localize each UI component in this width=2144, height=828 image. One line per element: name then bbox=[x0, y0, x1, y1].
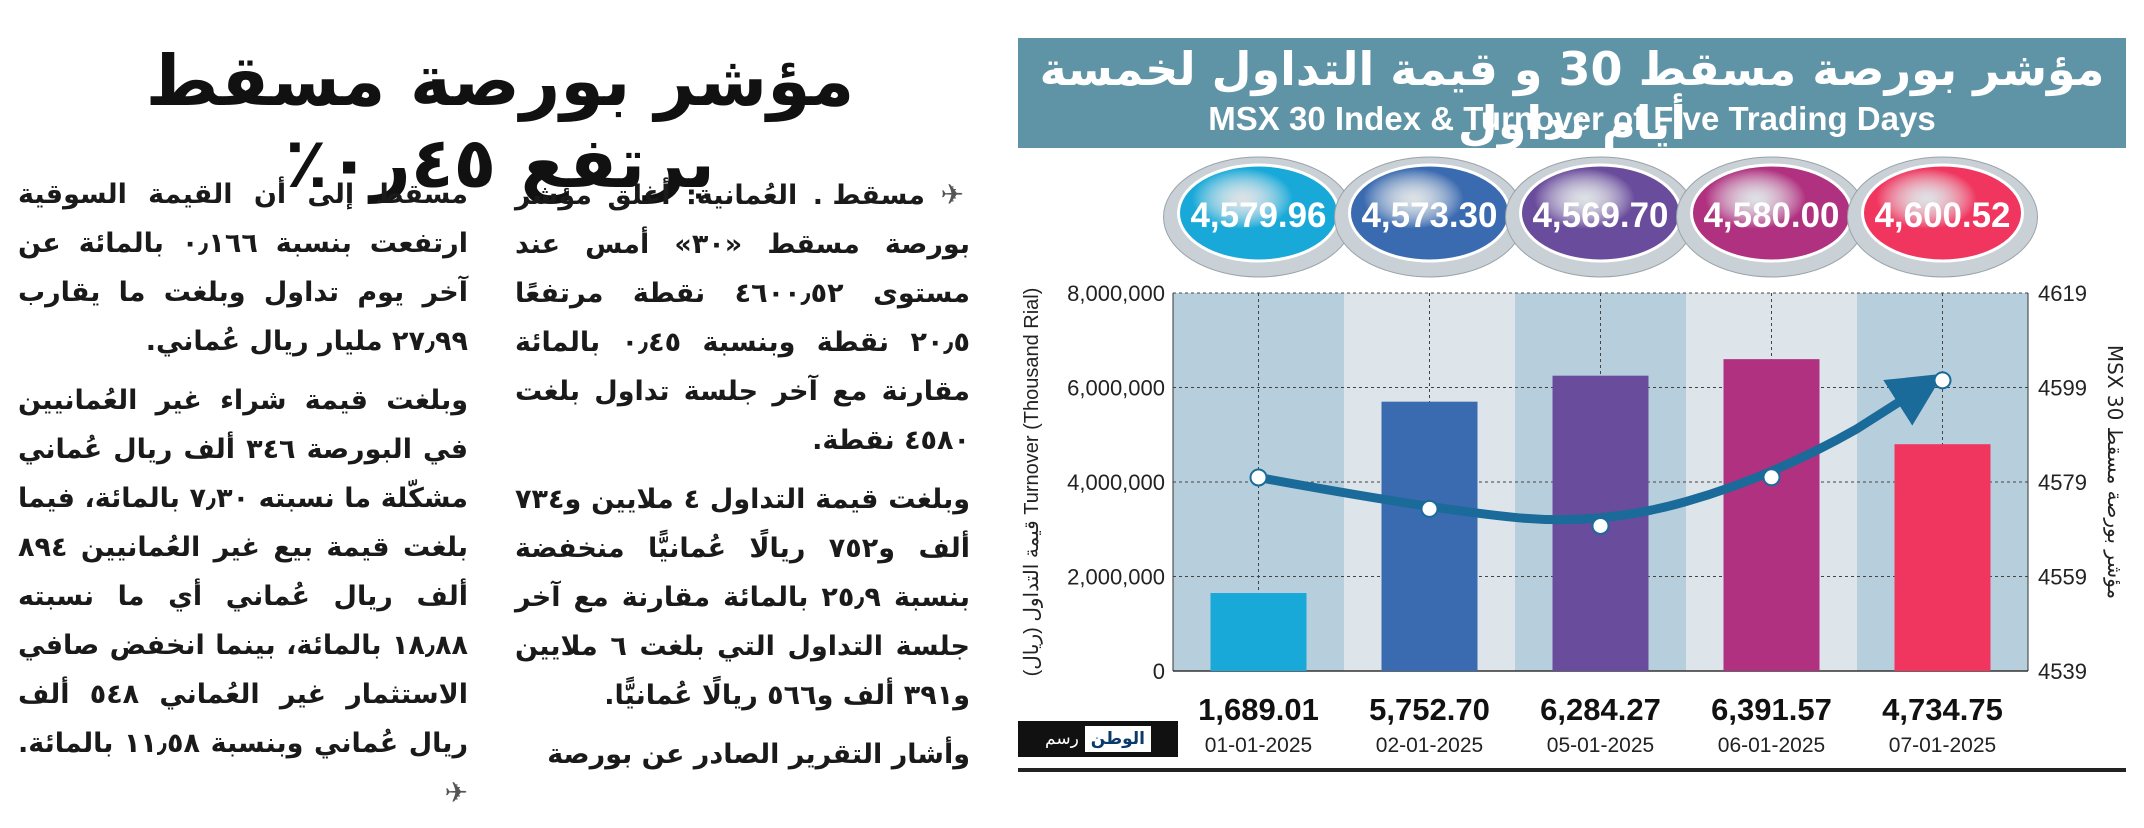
y-left-tick-label: 4,000,000 bbox=[1067, 470, 1165, 495]
y-right-axis-label: MSX 30 مؤشر بورصة مسقط bbox=[2103, 345, 2126, 599]
date-tick-label: 05-01-2025 bbox=[1547, 734, 1654, 757]
index-bubble bbox=[1861, 163, 2024, 263]
y-left-tick-label: 2,000,000 bbox=[1067, 565, 1165, 590]
index-point bbox=[1762, 468, 1781, 487]
turnover-bar bbox=[1723, 359, 1820, 671]
y-left-tick-label: 8,000,000 bbox=[1067, 281, 1165, 306]
turnover-value-label: 6,284.27 bbox=[1540, 692, 1661, 727]
infographic: مؤشر بورصة مسقط 30 و قيمة التداول لخمسة … bbox=[1018, 28, 2126, 785]
y-right-tick-label: 4539 bbox=[2038, 659, 2087, 684]
index-point bbox=[1591, 516, 1610, 535]
index-point bbox=[1249, 468, 1268, 487]
turnover-value-label: 4,734.75 bbox=[1882, 692, 2003, 727]
watan-logo: الوطن bbox=[1084, 726, 1151, 752]
turnover-bar bbox=[1894, 444, 1991, 671]
y-left-axis-label: قيمة التداول (ريال) Turnover (Thousand R… bbox=[1021, 288, 1043, 677]
index-value-label: 4,573.30 bbox=[1362, 196, 1498, 235]
paragraph: وبلغت قيمة التداول ٤ ملايين و٧٣٤ ألف و٧٥… bbox=[515, 484, 971, 711]
turnover-value-label: 6,391.57 bbox=[1711, 692, 1832, 727]
index-value-label: 4,579.96 bbox=[1191, 196, 1327, 235]
y-right-tick-label: 4599 bbox=[2038, 376, 2087, 401]
y-right-tick-label: 4559 bbox=[2038, 565, 2087, 590]
chart: 0 2,000,000 4,000,000 6,000,000 8,000,000 453… bbox=[1021, 156, 2126, 757]
paper-plane-icon: ✈ bbox=[940, 178, 970, 211]
date-tick-label: 02-01-2025 bbox=[1376, 734, 1483, 757]
index-value-label: 4,569.70 bbox=[1533, 196, 1669, 235]
article-column-left: مسقط إلى أن القيمة السوقية ارتفعت بنسبة … bbox=[18, 170, 468, 828]
title-arabic: مؤشر بورصة مسقط 30 و قيمة التداول لخمسة … bbox=[1039, 42, 2105, 150]
y-right-tick-label: 4619 bbox=[2038, 281, 2087, 306]
index-value-label: 4,600.52 bbox=[1875, 196, 2011, 235]
bottom-rule bbox=[1018, 768, 2126, 772]
paragraph: وأشار التقرير الصادر عن بورصة bbox=[547, 739, 970, 770]
paragraph: مسقط إلى أن القيمة السوقية ارتفعت بنسبة … bbox=[18, 179, 468, 357]
date-tick-label: 07-01-2025 bbox=[1889, 734, 1996, 757]
date-tick-label: 06-01-2025 bbox=[1718, 734, 1825, 757]
date-tick-label: 01-01-2025 bbox=[1205, 734, 1312, 757]
index-point bbox=[1420, 499, 1439, 518]
turnover-value-label: 5,752.70 bbox=[1369, 692, 1490, 727]
title-english: MSX 30 Index & Turnover of Five Trading … bbox=[1208, 100, 1936, 137]
infographic-title-bar: مؤشر بورصة مسقط 30 و قيمة التداول لخمسة … bbox=[1018, 38, 2126, 150]
y-left-tick-label: 0 bbox=[1153, 659, 1165, 684]
article-column-right: ✈ مسقط . العُمانية: أغلق مؤشر بورصة مسقط… bbox=[515, 170, 970, 789]
paragraph-text: وبلغت قيمة شراء غير العُمانيين في البورص… bbox=[18, 385, 469, 759]
paragraph: ✈ مسقط . العُمانية: أغلق مؤشر بورصة مسقط… bbox=[515, 170, 970, 465]
turnover-bar bbox=[1210, 593, 1307, 671]
headline: مؤشر بورصة مسقط يرتفع ٤٥ر٠٪ bbox=[145, 40, 855, 204]
paragraph: وبلغت قيمة شراء غير العُمانيين في البورص… bbox=[18, 376, 468, 818]
turnover-value-label: 1,689.01 bbox=[1198, 692, 1319, 727]
paragraph-text: مسقط . العُمانية: أغلق مؤشر بورصة مسقط «… bbox=[515, 180, 970, 456]
index-value-label: 4,580.00 bbox=[1704, 196, 1840, 235]
y-right-tick-label: 4579 bbox=[2038, 470, 2087, 495]
design-credit: الوطنرسم وتصميم bbox=[1018, 721, 1178, 785]
turnover-bar bbox=[1381, 401, 1478, 671]
y-left-tick-label: 6,000,000 bbox=[1067, 376, 1165, 401]
paper-plane-icon: ✈ bbox=[444, 776, 468, 809]
index-point bbox=[1933, 371, 1952, 390]
